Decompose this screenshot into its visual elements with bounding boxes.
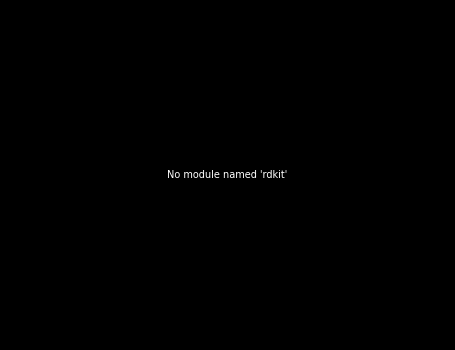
Text: No module named 'rdkit': No module named 'rdkit' bbox=[167, 170, 288, 180]
